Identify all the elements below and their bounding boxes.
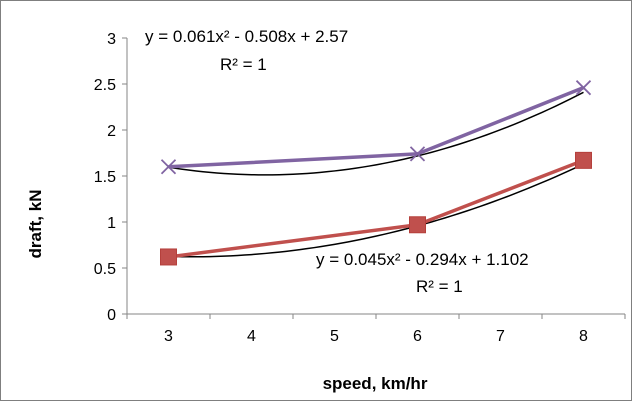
- data-point-square: [410, 217, 426, 233]
- y-tick-label: 1.5: [94, 169, 116, 186]
- y-tick-label: 2.5: [94, 77, 116, 94]
- x-tick-label: 4: [247, 328, 256, 345]
- x-tick-label: 6: [413, 328, 422, 345]
- x-tick-label: 8: [579, 328, 588, 345]
- y-tick-label: 3: [107, 31, 116, 48]
- y-tick-label: 0.5: [94, 261, 116, 278]
- trendline-equation-1: y = 0.061x² - 0.508x + 2.57: [145, 27, 348, 46]
- y-axis-title: draft, kN: [26, 190, 45, 259]
- data-point-square: [161, 249, 177, 265]
- data-point-square: [576, 152, 592, 168]
- x-tick-label: 7: [496, 328, 505, 345]
- y-tick-label: 1: [107, 215, 116, 232]
- x-tick-label: 3: [164, 328, 173, 345]
- x-axis-title: speed, km/hr: [323, 374, 428, 393]
- trendline-r2-1: R² = 1: [220, 55, 267, 74]
- y-tick-label: 2: [107, 123, 116, 140]
- y-tick-label: 0: [107, 307, 116, 324]
- x-tick-label: 5: [330, 328, 339, 345]
- trendline-r2-2: R² = 1: [416, 277, 463, 296]
- trendline-equation-2: y = 0.045x² - 0.294x + 1.102: [316, 250, 529, 269]
